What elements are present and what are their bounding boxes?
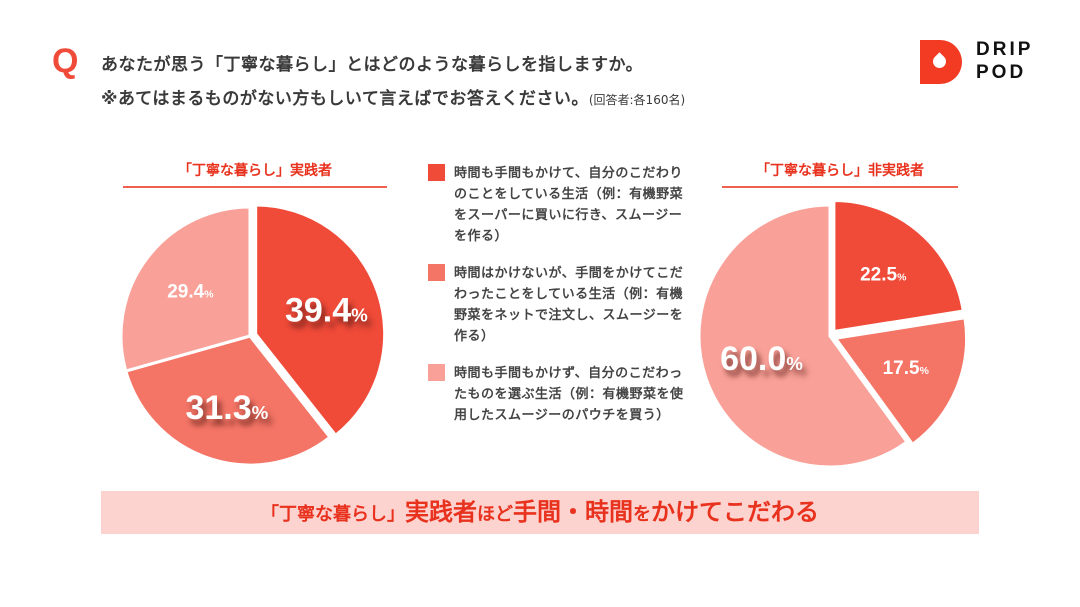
logo-text: DRIP POD bbox=[976, 38, 1033, 84]
legend-swatch bbox=[428, 364, 445, 381]
banner-part: ほど bbox=[477, 504, 513, 525]
legend-item: 時間も手間もかけて、自分のこだわりのことをしている生活（例：有機野菜をスーパーに… bbox=[428, 163, 694, 247]
question-line2-text: ※あてはまるものがない方もしいて言えばでお答えください。 bbox=[101, 89, 589, 109]
banner-part: かけてこだわる bbox=[651, 498, 819, 526]
banner-part: 実践者 bbox=[405, 498, 477, 526]
pie-slice bbox=[119, 205, 252, 373]
logo-line2: POD bbox=[976, 62, 1027, 83]
pie-value-label: 29.4% bbox=[167, 281, 213, 302]
banner-part: を bbox=[633, 504, 651, 525]
conclusion-banner: 「丁寧な暮らし」実践者ほど手間・時間をかけてこだわる bbox=[101, 491, 979, 534]
left-title-underline bbox=[123, 186, 387, 188]
right-pie-title: 「丁寧な暮らし」非実践者 bbox=[756, 163, 924, 179]
pie-slice bbox=[832, 316, 969, 447]
pie-value-label: 60.0% bbox=[720, 340, 803, 378]
respondent-note: (回答者:各160名) bbox=[588, 93, 686, 107]
legend-item: 時間はかけないが、手間をかけてこだわったことをしている生活（例：有機野菜をネット… bbox=[428, 263, 694, 347]
banner-part: 手間・時間 bbox=[513, 498, 633, 526]
banner-part: 「丁寧な暮らし」 bbox=[261, 504, 405, 525]
question-line1: あなたが思う「丁寧な暮らし」とはどのような暮らしを指しますか。 bbox=[101, 55, 644, 75]
legend-label: 時間はかけないが、手間をかけてこだわったことをしている生活（例：有機野菜をネット… bbox=[454, 266, 684, 344]
pie-slice bbox=[123, 334, 333, 467]
logo-line1: DRIP bbox=[976, 39, 1034, 60]
drip-pod-logo: DRIP POD bbox=[920, 38, 1040, 90]
question-line2: ※あてはまるものがない方もしいて言えばでお答えください。(回答者:各160名) bbox=[101, 84, 685, 109]
pie-slice bbox=[254, 203, 387, 438]
legend-swatch bbox=[428, 164, 445, 181]
pie-value-label: 31.3% bbox=[185, 389, 268, 427]
right-title-underline bbox=[722, 186, 958, 188]
pie-slice bbox=[697, 203, 910, 469]
legend-label: 時間も手間もかけて、自分のこだわりのことをしている生活（例：有機野菜をスーパーに… bbox=[454, 166, 684, 244]
pie-slice bbox=[832, 198, 966, 334]
legend: 時間も手間もかけて、自分のこだわりのことをしている生活（例：有機野菜をスーパーに… bbox=[428, 163, 694, 442]
pie-value-label: 17.5% bbox=[883, 358, 929, 379]
left-pie-title: 「丁寧な暮らし」実践者 bbox=[178, 163, 332, 179]
legend-item: 時間も手間もかけず、自分のこだわったものを選ぶ生活（例：有機野菜を使用したスムー… bbox=[428, 363, 694, 426]
question-marker: Q bbox=[52, 42, 79, 80]
legend-label: 時間も手間もかけず、自分のこだわったものを選ぶ生活（例：有機野菜を使用したスムー… bbox=[454, 366, 684, 423]
pie-value-label: 22.5% bbox=[860, 264, 906, 285]
drop-logo-icon bbox=[920, 40, 962, 84]
pie-value-label: 39.4% bbox=[285, 291, 368, 329]
legend-swatch bbox=[428, 264, 445, 281]
